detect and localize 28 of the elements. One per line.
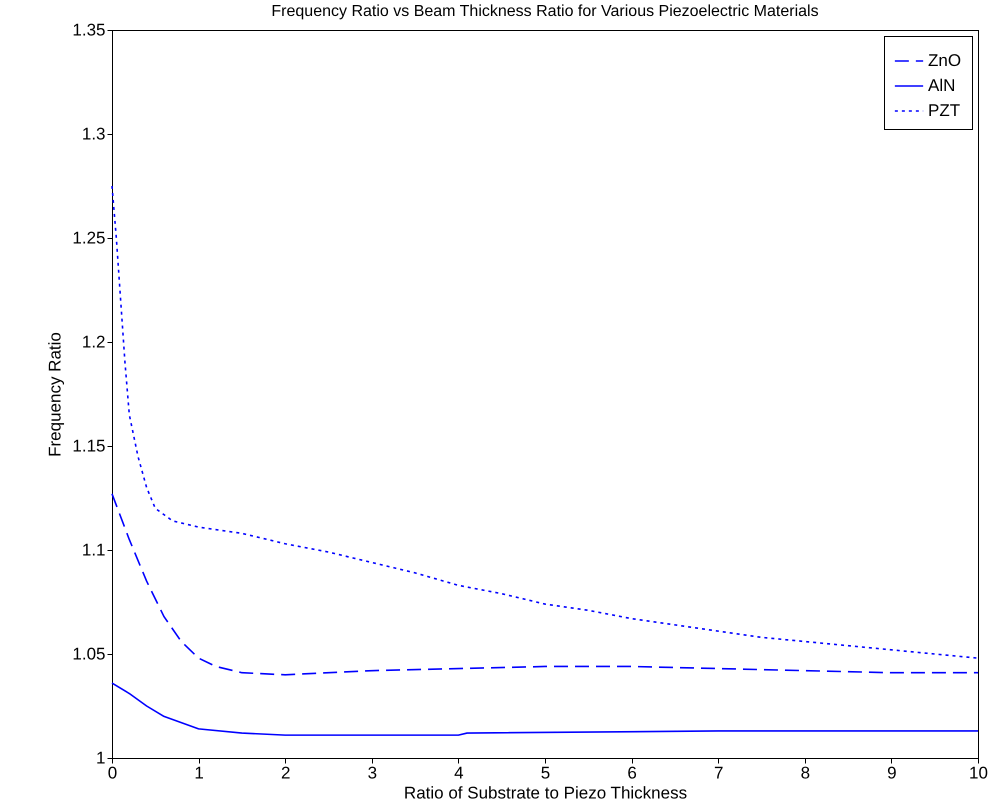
x-tick-label: 5	[540, 764, 550, 782]
y-tick-label: 1.3	[82, 124, 106, 144]
legend-label: PZT	[928, 101, 960, 120]
y-axis-title: Frequency Ratio	[45, 332, 64, 457]
chart-title: Frequency Ratio vs Beam Thickness Ratio for Various Piezoelectric Materials	[271, 3, 819, 20]
x-tick-label: 4	[454, 764, 464, 782]
x-tick-label: 3	[368, 764, 378, 782]
y-tick-label: 1.35	[72, 20, 106, 40]
y-tick-label: 1.05	[72, 644, 106, 664]
x-tick-label: 9	[887, 764, 897, 782]
x-tick-label: 10	[969, 764, 988, 782]
y-tick-label: 1.15	[72, 436, 106, 456]
legend-label: AlN	[928, 76, 956, 95]
x-tick-label: 2	[280, 764, 290, 782]
y-tick-label: 1	[96, 748, 106, 768]
x-tick-label: 0	[108, 764, 118, 782]
line-series	[111, 185, 979, 659]
x-tick-label: 7	[714, 764, 724, 782]
y-tick-label: 1.25	[72, 228, 106, 248]
legend-label: ZnO	[928, 51, 962, 70]
y-tick-label: 1.1	[82, 540, 106, 560]
x-tick-label: 8	[800, 764, 810, 782]
line-series	[111, 493, 979, 676]
x-axis-title: Ratio of Substrate to Piezo Thickness	[404, 784, 688, 802]
x-tick-label: 1	[194, 764, 204, 782]
y-tick-label: 1.2	[82, 332, 106, 352]
line-series	[111, 682, 979, 736]
x-tick-label: 6	[627, 764, 637, 782]
